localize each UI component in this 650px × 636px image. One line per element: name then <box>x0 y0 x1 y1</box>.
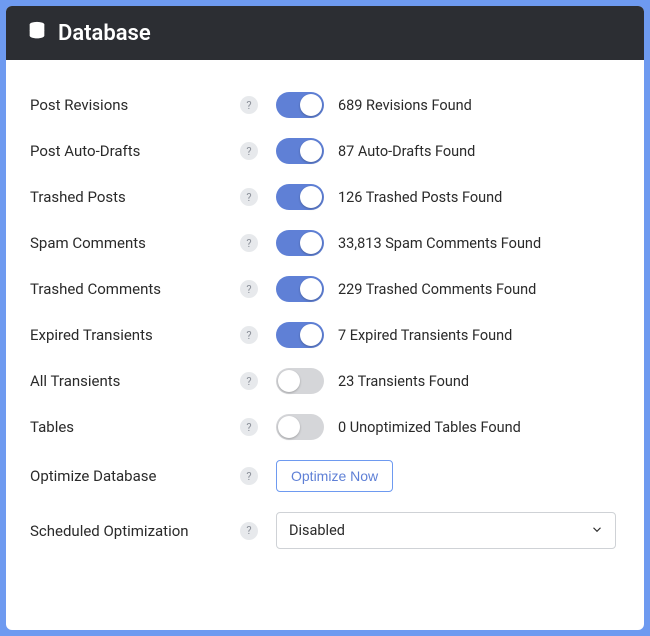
panel-header: Database <box>6 6 644 60</box>
trashed-comments-toggle[interactable] <box>276 276 324 302</box>
post-revisions-label: Post Revisions <box>30 96 240 114</box>
help-icon[interactable]: ? <box>240 326 258 344</box>
panel-content: Post Revisions? 689 Revisions Found Post A… <box>6 60 644 630</box>
post-revisions-status: 689 Revisions Found <box>338 97 472 114</box>
optimize-row: Optimize Database ? Optimize Now <box>30 450 620 502</box>
help-icon[interactable]: ? <box>240 142 258 160</box>
all-transients-toggle[interactable] <box>276 368 324 394</box>
trashed-posts-status: 126 Trashed Posts Found <box>338 189 502 206</box>
spam-comments-label: Spam Comments <box>30 234 240 252</box>
scheduled-select-value: Disabled <box>289 522 345 539</box>
help-icon[interactable]: ? <box>240 467 258 485</box>
setting-row-tables: Tables? 0 Unoptimized Tables Found <box>30 404 620 450</box>
setting-row-spam-comments: Spam Comments? 33,813 Spam Comments Found <box>30 220 620 266</box>
spam-comments-toggle[interactable] <box>276 230 324 256</box>
scheduled-select-wrap: Disabled <box>276 512 616 549</box>
help-icon[interactable]: ? <box>240 96 258 114</box>
expired-transients-status: 7 Expired Transients Found <box>338 327 512 344</box>
setting-row-post-auto-drafts: Post Auto-Drafts? 87 Auto-Drafts Found <box>30 128 620 174</box>
optimize-now-button[interactable]: Optimize Now <box>276 460 393 492</box>
post-auto-drafts-label: Post Auto-Drafts <box>30 142 240 160</box>
setting-row-trashed-posts: Trashed Posts? 126 Trashed Posts Found <box>30 174 620 220</box>
scheduled-select[interactable]: Disabled <box>276 512 616 549</box>
trashed-posts-label: Trashed Posts <box>30 188 240 206</box>
spam-comments-status: 33,813 Spam Comments Found <box>338 235 541 252</box>
all-transients-status: 23 Transients Found <box>338 373 469 390</box>
tables-label: Tables <box>30 418 240 436</box>
help-icon[interactable]: ? <box>240 234 258 252</box>
panel-title: Database <box>58 21 151 46</box>
setting-row-trashed-comments: Trashed Comments? 229 Trashed Comments Fo… <box>30 266 620 312</box>
expired-transients-toggle[interactable] <box>276 322 324 348</box>
setting-row-expired-transients: Expired Transients? 7 Expired Transients … <box>30 312 620 358</box>
tables-toggle[interactable] <box>276 414 324 440</box>
optimize-label: Optimize Database <box>30 467 240 485</box>
scheduled-row: Scheduled Optimization ? Disabled <box>30 502 620 559</box>
setting-row-all-transients: All Transients? 23 Transients Found <box>30 358 620 404</box>
tables-status: 0 Unoptimized Tables Found <box>338 419 521 436</box>
help-icon[interactable]: ? <box>240 280 258 298</box>
post-auto-drafts-toggle[interactable] <box>276 138 324 164</box>
expired-transients-label: Expired Transients <box>30 326 240 344</box>
post-revisions-toggle[interactable] <box>276 92 324 118</box>
database-panel: Database Post Revisions? 689 Revisions Fo… <box>6 6 644 630</box>
help-icon[interactable]: ? <box>240 418 258 436</box>
setting-row-post-revisions: Post Revisions? 689 Revisions Found <box>30 82 620 128</box>
help-icon[interactable]: ? <box>240 522 258 540</box>
trashed-comments-label: Trashed Comments <box>30 280 240 298</box>
help-icon[interactable]: ? <box>240 372 258 390</box>
help-icon[interactable]: ? <box>240 188 258 206</box>
post-auto-drafts-status: 87 Auto-Drafts Found <box>338 143 475 160</box>
trashed-posts-toggle[interactable] <box>276 184 324 210</box>
trashed-comments-status: 229 Trashed Comments Found <box>338 281 536 298</box>
all-transients-label: All Transients <box>30 372 240 390</box>
database-icon <box>26 20 48 46</box>
scheduled-label: Scheduled Optimization <box>30 522 240 540</box>
